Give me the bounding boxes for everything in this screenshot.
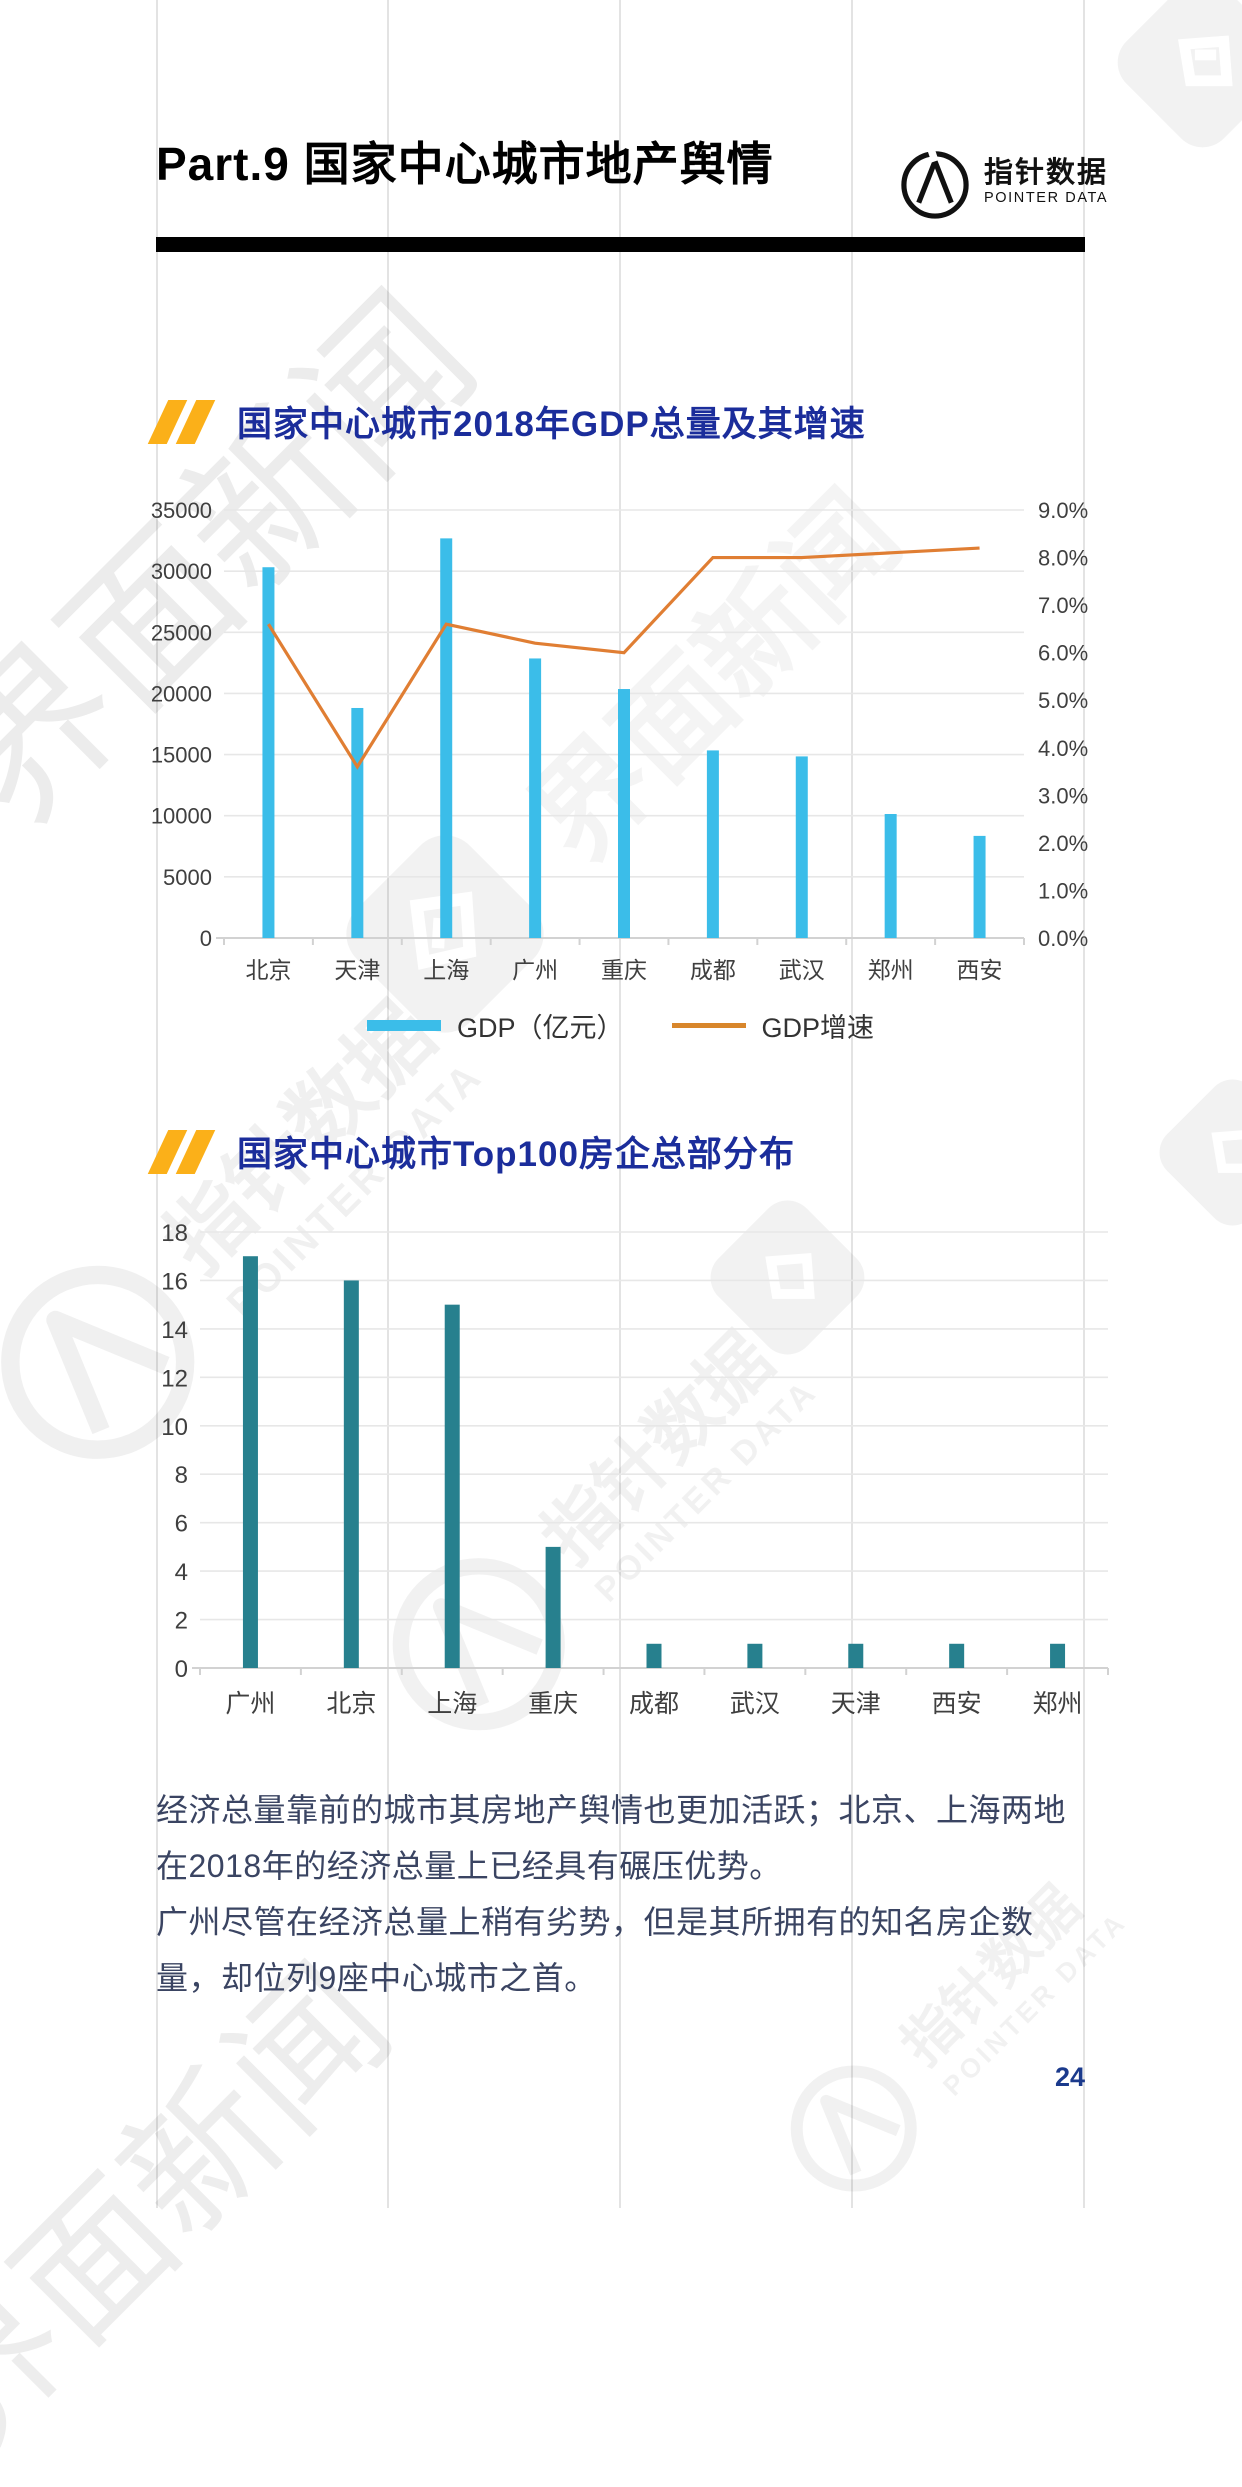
left-axis-tick-label: 35000 — [151, 498, 212, 523]
y-axis-tick-label: 8 — [175, 1462, 188, 1489]
category-label: 郑州 — [868, 957, 914, 983]
pointer-data-logo-icon — [901, 146, 969, 219]
section-header-gdp: 国家中心城市2018年GDP总量及其增速 — [147, 396, 866, 447]
right-axis-tick-label: 7.0% — [1038, 593, 1088, 618]
legend-line-swatch — [671, 1022, 746, 1028]
y-axis-tick-label: 18 — [161, 1220, 188, 1247]
y-axis-tick-label: 2 — [175, 1608, 188, 1635]
watermark-diamond-icon — [1159, 1079, 1242, 1226]
left-axis-tick-label: 5000 — [163, 865, 212, 890]
category-label: 天津 — [831, 1690, 881, 1718]
gdp-combo-chart: 0 5000 10000 15000 20000 25000 30000 35000 0.0% 1… — [151, 498, 1088, 983]
watermark-pointer-logo-icon — [790, 2065, 917, 2192]
left-axis-tick-label: 10000 — [151, 804, 212, 829]
category-label: 北京 — [245, 957, 291, 983]
y-axis-tick-label: 14 — [161, 1317, 188, 1344]
page-title: Part.9 国家中心城市地产舆情 — [156, 138, 774, 190]
header-divider-bar — [156, 237, 1085, 252]
hq-bar — [545, 1546, 561, 1668]
legend-label-gdp: GDP（亿元） — [456, 1012, 624, 1043]
body-paragraph-2: 广州尽管在经济总量上稍有劣势，但是其所拥有的知名房企数量，却位列9座中心城市之首… — [156, 1904, 1034, 1996]
category-label: 成都 — [690, 957, 736, 983]
hq-bar — [949, 1643, 965, 1668]
right-axis-tick-label: 6.0% — [1038, 641, 1088, 666]
category-label: 郑州 — [1033, 1690, 1083, 1718]
legend-item-growth: GDP增速 — [671, 1006, 875, 1045]
gdp-bar — [973, 835, 986, 938]
legend-bar-swatch — [366, 1019, 441, 1031]
gdp-bar — [262, 567, 275, 938]
y-axis-tick-label: 0 — [175, 1656, 188, 1683]
gdp-bar — [351, 707, 364, 938]
hq-bar — [646, 1643, 662, 1668]
watermark-diamond-icon — [1117, 0, 1242, 148]
right-axis-tick-label: 1.0% — [1038, 878, 1088, 903]
right-axis-tick-label: 5.0% — [1038, 688, 1088, 713]
right-axis-tick-label: 8.0% — [1038, 546, 1088, 571]
left-axis-tick-label: 25000 — [151, 620, 212, 645]
double-slash-icon — [147, 1129, 216, 1174]
hq-bar — [242, 1256, 258, 1668]
body-paragraph-1: 经济总量靠前的城市其房地产舆情也更加活跃；北京、上海两地在2018年的经济总量上… — [156, 1792, 1067, 1884]
gdp-bar — [884, 814, 897, 938]
page-grid-line — [619, 0, 621, 2208]
chart2-title: 国家中心城市Top100房企总部分布 — [237, 1135, 795, 1174]
page-grid-line — [156, 0, 158, 2208]
section-header-top100: 国家中心城市Top100房企总部分布 — [147, 1126, 795, 1177]
y-axis-tick-label: 16 — [161, 1268, 188, 1295]
gdp-bar — [529, 658, 542, 938]
pointer-data-logo: 指针数据 POINTER DATA — [898, 142, 1108, 222]
left-axis-tick-label: 20000 — [151, 681, 212, 706]
right-axis-tick-label: 2.0% — [1038, 831, 1088, 856]
category-label: 武汉 — [730, 1690, 780, 1718]
top100-bar-chart: 0 2 4 6 8 10 12 14 16 18 广州 北京 上海 重庆 成都 武汉 天津 西安 郑州 — [161, 1220, 1109, 1718]
page-number: 24 — [1054, 2062, 1085, 2092]
chart1-legend: GDP（亿元） GDP增速 — [156, 1003, 1085, 1047]
gdp-growth-line — [267, 546, 980, 770]
page-grid-line — [387, 0, 389, 2208]
category-label: 天津 — [334, 957, 380, 983]
gdp-bar — [618, 689, 630, 938]
left-axis-tick-label: 0 — [200, 926, 212, 951]
category-label: 重庆 — [601, 957, 647, 983]
left-axis-tick-label: 15000 — [151, 743, 212, 768]
hq-bar — [1050, 1643, 1066, 1668]
right-axis-tick-label: 4.0% — [1038, 736, 1088, 761]
y-axis-tick-label: 12 — [161, 1365, 188, 1392]
gdp-bar — [795, 756, 808, 938]
logo-text-cn: 指针数据 — [984, 156, 1109, 189]
category-label: 西安 — [932, 1690, 982, 1718]
category-label: 广州 — [225, 1690, 275, 1718]
hq-bar — [444, 1304, 460, 1668]
category-label: 西安 — [957, 957, 1003, 983]
right-axis-tick-label: 3.0% — [1038, 783, 1088, 808]
gdp-bar — [440, 538, 453, 938]
category-label: 上海 — [427, 1690, 477, 1718]
page-grid-line — [851, 0, 853, 2208]
double-slash-icon — [147, 399, 216, 444]
category-label: 广州 — [512, 957, 558, 983]
category-label: 北京 — [326, 1690, 376, 1718]
chart1-title: 国家中心城市2018年GDP总量及其增速 — [237, 405, 866, 444]
legend-item-gdp: GDP（亿元） — [366, 1006, 624, 1045]
category-label: 武汉 — [779, 957, 825, 983]
gdp-bar — [706, 750, 719, 938]
y-axis-tick-label: 6 — [175, 1511, 188, 1538]
logo-text-en: POINTER DATA — [984, 190, 1109, 207]
right-axis-tick-label: 0.0% — [1038, 926, 1088, 951]
hq-bar — [848, 1643, 864, 1668]
legend-label-growth: GDP增速 — [761, 1012, 875, 1043]
page-grid-line — [1083, 0, 1085, 2208]
right-axis-tick-label: 9.0% — [1038, 498, 1088, 523]
category-label: 上海 — [423, 957, 469, 983]
y-axis-tick-label: 4 — [175, 1559, 188, 1586]
left-axis-tick-label: 30000 — [151, 559, 212, 584]
hq-bar — [747, 1643, 763, 1668]
category-label: 成都 — [629, 1690, 679, 1718]
hq-bar — [343, 1280, 359, 1668]
category-label: 重庆 — [528, 1690, 578, 1718]
y-axis-tick-label: 10 — [161, 1414, 188, 1441]
